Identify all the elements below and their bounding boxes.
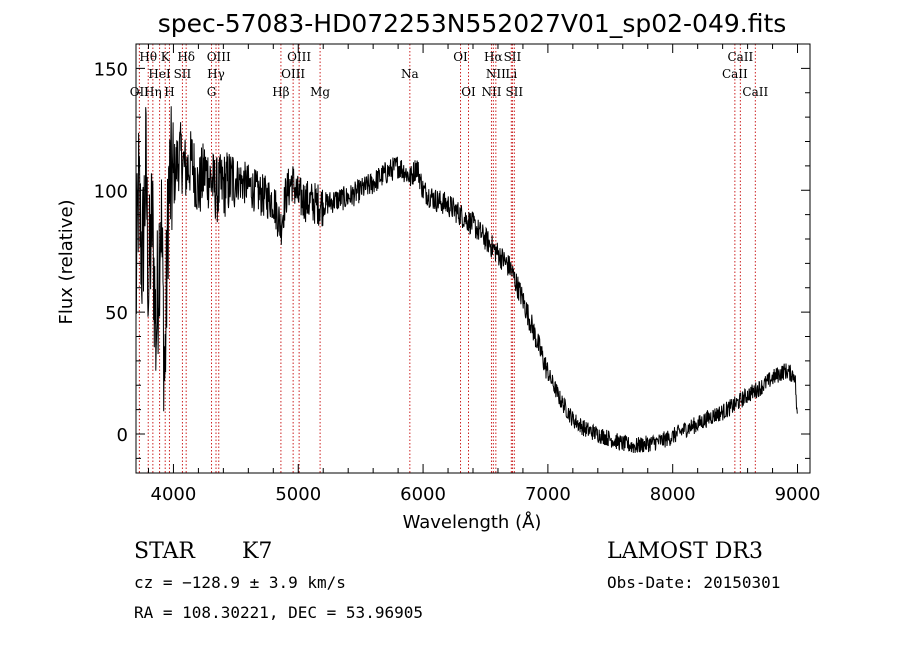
emission-line-label: Li — [505, 67, 517, 81]
emission-line-label: SII — [174, 67, 192, 81]
y-tick-label: 100 — [94, 181, 128, 202]
emission-line-label: Hθ — [139, 50, 157, 64]
emission-line-label: Hα — [484, 50, 503, 64]
object-class: STAR — [134, 539, 196, 564]
y-tick-label: 50 — [105, 303, 128, 324]
y-tick-label: 150 — [94, 59, 128, 80]
axis-ticks: 4000 5000 6000 7000 8000 9000 0 50 100 150 — [94, 44, 821, 505]
emission-line-label: H — [164, 85, 174, 99]
emission-line-label: HeI — [148, 67, 171, 81]
y-axis-label: Flux (relative) — [56, 199, 77, 324]
survey-name: LAMOST DR3 — [607, 539, 763, 564]
x-tick-label: 4000 — [151, 484, 197, 505]
y-tick-label: 0 — [117, 425, 128, 446]
emission-line-label: SII — [505, 85, 523, 99]
emission-line-label: Hη — [144, 85, 162, 99]
emission-line-label: Hβ — [272, 85, 289, 99]
x-tick-label: 7000 — [525, 484, 571, 505]
emission-line-label: NII — [486, 67, 506, 81]
spectrum-trace — [135, 106, 798, 454]
emission-line-label: Hγ — [207, 67, 225, 81]
emission-line-label: OIII — [207, 50, 231, 64]
emission-line-label: Mg — [310, 85, 330, 99]
emission-line-labels: OIIHθHηHeIKHSIIHδGHγOIIIHβOIIIOIIIMgNaOI… — [130, 50, 769, 99]
emission-line-label: K — [161, 50, 171, 64]
x-tick-label: 9000 — [775, 484, 821, 505]
emission-line-label: G — [207, 85, 217, 99]
ra-dec-readout: RA = 108.30221, DEC = 53.96905 — [134, 603, 423, 622]
x-axis-label: Wavelength (Å) — [403, 511, 542, 533]
emission-line-label: NII — [481, 85, 501, 99]
x-tick-label: 6000 — [400, 484, 446, 505]
x-tick-label: 5000 — [275, 484, 321, 505]
x-tick-label: 8000 — [650, 484, 696, 505]
redshift-readout: cz = −128.9 ± 3.9 km/s — [134, 573, 346, 592]
emission-line-label: OIII — [287, 50, 311, 64]
emission-line-label: OI — [461, 85, 476, 99]
emission-line-label: OI — [453, 50, 468, 64]
plot-frame — [135, 43, 811, 474]
chart-title: spec-57083-HD072253N552027V01_sp02-049.f… — [158, 9, 787, 38]
obs-date: Obs-Date: 20150301 — [607, 573, 780, 592]
emission-lines — [138, 44, 756, 473]
object-subclass: K7 — [242, 539, 272, 564]
emission-line-label: Na — [401, 67, 419, 81]
emission-line-label: SII — [504, 50, 522, 64]
emission-line-label: CaII — [727, 50, 753, 64]
emission-line-label: CaII — [722, 67, 748, 81]
emission-line-label: OIII — [281, 67, 305, 81]
emission-line-label: Hδ — [177, 50, 195, 64]
emission-line-label: CaII — [742, 85, 768, 99]
emission-line-label: OII — [130, 85, 150, 99]
